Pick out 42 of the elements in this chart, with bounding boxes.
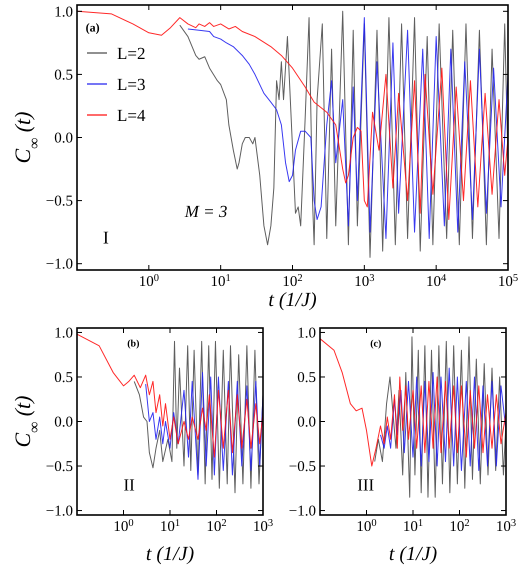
annotation: II bbox=[124, 476, 136, 495]
y-tick-label: 0.0 bbox=[297, 414, 316, 430]
y-tick-label: 0.5 bbox=[297, 370, 316, 386]
x-tick-label: 10$^{1}$ bbox=[210, 272, 231, 290]
annotation: III bbox=[357, 476, 375, 495]
legend-label: L=3 bbox=[117, 75, 146, 94]
y-tick-label: −1.0 bbox=[288, 504, 316, 520]
x-tick-label: 10$^{2}$ bbox=[206, 518, 227, 535]
x-axis-title: t (1/J) bbox=[146, 543, 194, 565]
y-tick-label: 0.0 bbox=[54, 130, 73, 146]
annotation: (a) bbox=[86, 20, 100, 34]
x-tick-label: 10$^{1}$ bbox=[160, 518, 180, 535]
x-tick-label: 10$^{2}$ bbox=[449, 518, 470, 535]
x-tick-label: 10$^{0}$ bbox=[113, 518, 134, 535]
y-tick-label: −1.0 bbox=[46, 504, 73, 520]
y-tick-label: −0.5 bbox=[46, 194, 73, 210]
x-axis-title: t (1/J) bbox=[268, 289, 317, 311]
y-tick-label: 1.0 bbox=[297, 325, 316, 342]
y-tick-label: 0.5 bbox=[54, 370, 73, 386]
x-tick-label: 10$^{0}$ bbox=[138, 272, 159, 290]
annotation: (c) bbox=[370, 338, 382, 350]
x-axis-title: t (1/J) bbox=[388, 543, 438, 565]
y-tick-label: −0.5 bbox=[46, 459, 73, 476]
annotation: M = 3 bbox=[184, 202, 228, 221]
x-tick-label: 10$^{3}$ bbox=[496, 518, 516, 535]
y-tick-label: 1.0 bbox=[54, 4, 73, 20]
annotation: (b) bbox=[127, 338, 140, 350]
x-tick-label: 10$^{3}$ bbox=[252, 518, 274, 535]
legend-label: L=4 bbox=[117, 106, 146, 125]
annotation: I bbox=[102, 228, 109, 248]
y-tick-label: 0.0 bbox=[54, 414, 73, 430]
x-tick-label: 10$^{0}$ bbox=[356, 518, 377, 535]
legend-label: L=2 bbox=[117, 44, 146, 63]
x-tick-label: 10$^{3}$ bbox=[354, 272, 374, 290]
x-tick-label: 10$^{2}$ bbox=[282, 272, 303, 290]
x-tick-label: 10$^{5}$ bbox=[498, 272, 518, 290]
y-tick-label: 1.0 bbox=[54, 325, 73, 342]
x-tick-label: 10$^{1}$ bbox=[402, 518, 424, 535]
x-tick-label: 10$^{4}$ bbox=[426, 272, 448, 290]
y-tick-label: −0.5 bbox=[288, 459, 316, 476]
y-tick-label: −1.0 bbox=[46, 256, 73, 273]
y-tick-label: 0.5 bbox=[54, 67, 73, 84]
